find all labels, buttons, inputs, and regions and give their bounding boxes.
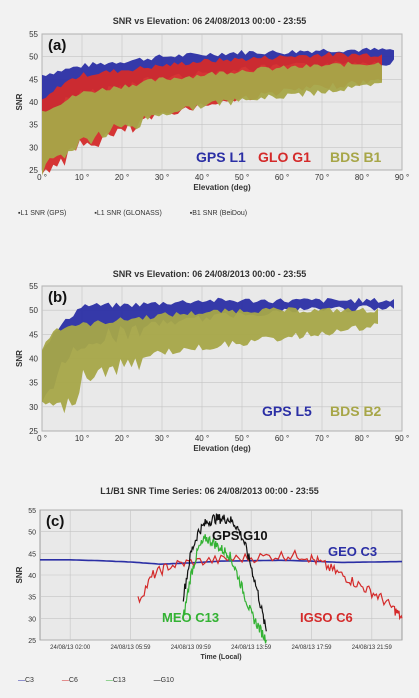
x-tick-label: 24/08/13 05:59 [110, 645, 151, 651]
series-annotation: IGSO C6 [300, 610, 353, 625]
chart-title: SNR vs Elevation: 06 24/08/2013 00:00 - … [112, 269, 307, 279]
y-tick-label: 40 [29, 355, 38, 364]
legend-entry: ▪B1 SNR (BeiDou) [189, 210, 248, 217]
panel-c: L1/B1 SNR Time Series: 06 24/08/2013 00:… [0, 478, 419, 698]
series-annotation: GLO G1 [258, 149, 311, 165]
chart-title: L1/B1 SNR Time Series: 06 24/08/2013 00:… [100, 486, 319, 496]
x-tick-label: 40 ° [195, 434, 209, 443]
x-tick-label: 70 ° [315, 173, 329, 182]
series-line-c3 [40, 559, 402, 566]
y-tick-label: 25 [28, 638, 36, 645]
x-tick-label: 60 ° [275, 173, 289, 182]
y-tick-label: 30 [29, 143, 38, 152]
x-axis-label: Elevation (deg) [193, 444, 251, 453]
series-annotation: GPS L5 [262, 403, 312, 419]
y-tick-label: 45 [29, 75, 38, 84]
data-band-l1-snr-gps- [42, 47, 394, 121]
legend-entry: ▪L1 SNR (GLONASS) [94, 210, 162, 217]
panel-label: (c) [46, 513, 64, 530]
x-tick-label: 90 ° [395, 434, 409, 443]
legend-entry: —C3 [18, 677, 34, 684]
y-tick-label: 30 [28, 616, 36, 623]
y-axis-label: SNR [15, 350, 24, 367]
chart-b: 25 30 35 40 45 50 55 0 ° 10 ° 20 ° 30 ° 40 ° 50 ° 60 … [15, 282, 409, 453]
y-tick-label: 55 [29, 282, 38, 291]
x-tick-label: 24/08/13 13:59 [231, 645, 272, 651]
x-tick-label: 40 ° [195, 173, 209, 182]
series-annotation: MEO C13 [162, 610, 219, 625]
x-tick-label: 24/08/13 09:59 [171, 645, 212, 651]
panel-label: (a) [48, 37, 66, 54]
y-tick-label: 35 [29, 379, 38, 388]
data-band-b1-snr-beidou- [42, 61, 382, 176]
x-tick-label: 80 ° [355, 173, 369, 182]
x-tick-label: 90 ° [395, 173, 409, 182]
y-tick-label: 45 [28, 551, 36, 558]
data-band-bds-b2 [42, 307, 378, 414]
x-tick-label: 80 ° [355, 434, 369, 443]
x-tick-label: 50 ° [235, 434, 249, 443]
x-tick-label: 60 ° [275, 434, 289, 443]
y-tick-label: 55 [28, 508, 36, 515]
y-tick-label: 30 [29, 403, 38, 412]
series-annotation: BDS B1 [330, 149, 382, 165]
x-tick-label: 20 ° [115, 434, 129, 443]
legend-entry: —C13 [105, 677, 126, 684]
x-tick-label: 0 ° [37, 173, 47, 182]
y-axis-label: SNR [15, 93, 24, 110]
legend-entry: —C6 [61, 677, 78, 684]
x-axis-label: Time (Local) [200, 654, 241, 661]
series-annotation: GEO C3 [328, 544, 377, 559]
y-tick-label: 55 [29, 30, 38, 39]
panel-label: (b) [48, 289, 67, 306]
series-annotation: GPS G10 [212, 528, 268, 543]
chart-title: SNR vs Elevation: 06 24/08/2013 00:00 - … [112, 16, 307, 26]
x-tick-label: 24/08/13 02:00 [50, 645, 91, 651]
x-axis-label: Elevation (deg) [193, 183, 251, 192]
x-tick-label: 10 ° [75, 173, 89, 182]
legend-entry: —G10 [153, 677, 174, 684]
y-tick-label: 50 [29, 53, 38, 62]
y-tick-label: 45 [29, 330, 38, 339]
x-tick-label: 30 ° [155, 173, 169, 182]
chart-legend: —C3 —C6 —C13 —G10 [18, 677, 200, 684]
panel-b: SNR vs Elevation: 06 24/08/2013 00:00 - … [0, 262, 419, 462]
chart-a: 25 30 35 40 45 50 55 0 ° 10 ° 20 ° 30 ° 40 ° 50 ° 60 … [15, 30, 409, 192]
series-line-c6 [137, 549, 403, 621]
legend-entry: ▪L1 SNR (GPS) [18, 210, 67, 217]
x-tick-label: 50 ° [235, 173, 249, 182]
chart-legend: ▪L1 SNR (GPS) ▪L1 SNR (GLONASS) ▪B1 SNR … [18, 210, 273, 217]
series-annotation: GPS L1 [196, 149, 246, 165]
x-tick-label: 20 ° [115, 173, 129, 182]
x-tick-label: 10 ° [75, 434, 89, 443]
x-tick-label: 30 ° [155, 434, 169, 443]
series-line-g10 [182, 513, 267, 632]
y-tick-label: 40 [28, 573, 36, 580]
x-tick-label: 0 ° [37, 434, 47, 443]
x-tick-label: 24/08/13 17:59 [291, 645, 332, 651]
x-tick-label: 24/08/13 21:59 [352, 645, 393, 651]
series-annotation: BDS B2 [330, 403, 382, 419]
y-tick-label: 35 [28, 595, 36, 602]
y-tick-label: 50 [28, 530, 36, 537]
y-tick-label: 35 [29, 121, 38, 130]
y-axis-label: SNR [15, 566, 24, 583]
chart-c: 25 30 35 40 45 50 55 24/08/13 02:00 24/08/13 05:… [15, 508, 403, 661]
y-tick-label: 50 [29, 306, 38, 315]
y-tick-label: 25 [29, 166, 38, 175]
y-tick-label: 25 [29, 427, 38, 436]
y-tick-label: 40 [29, 98, 38, 107]
x-tick-label: 70 ° [315, 434, 329, 443]
panel-a: SNR vs Elevation: 06 24/08/2013 00:00 - … [0, 0, 419, 225]
series-line-c13 [182, 534, 267, 644]
